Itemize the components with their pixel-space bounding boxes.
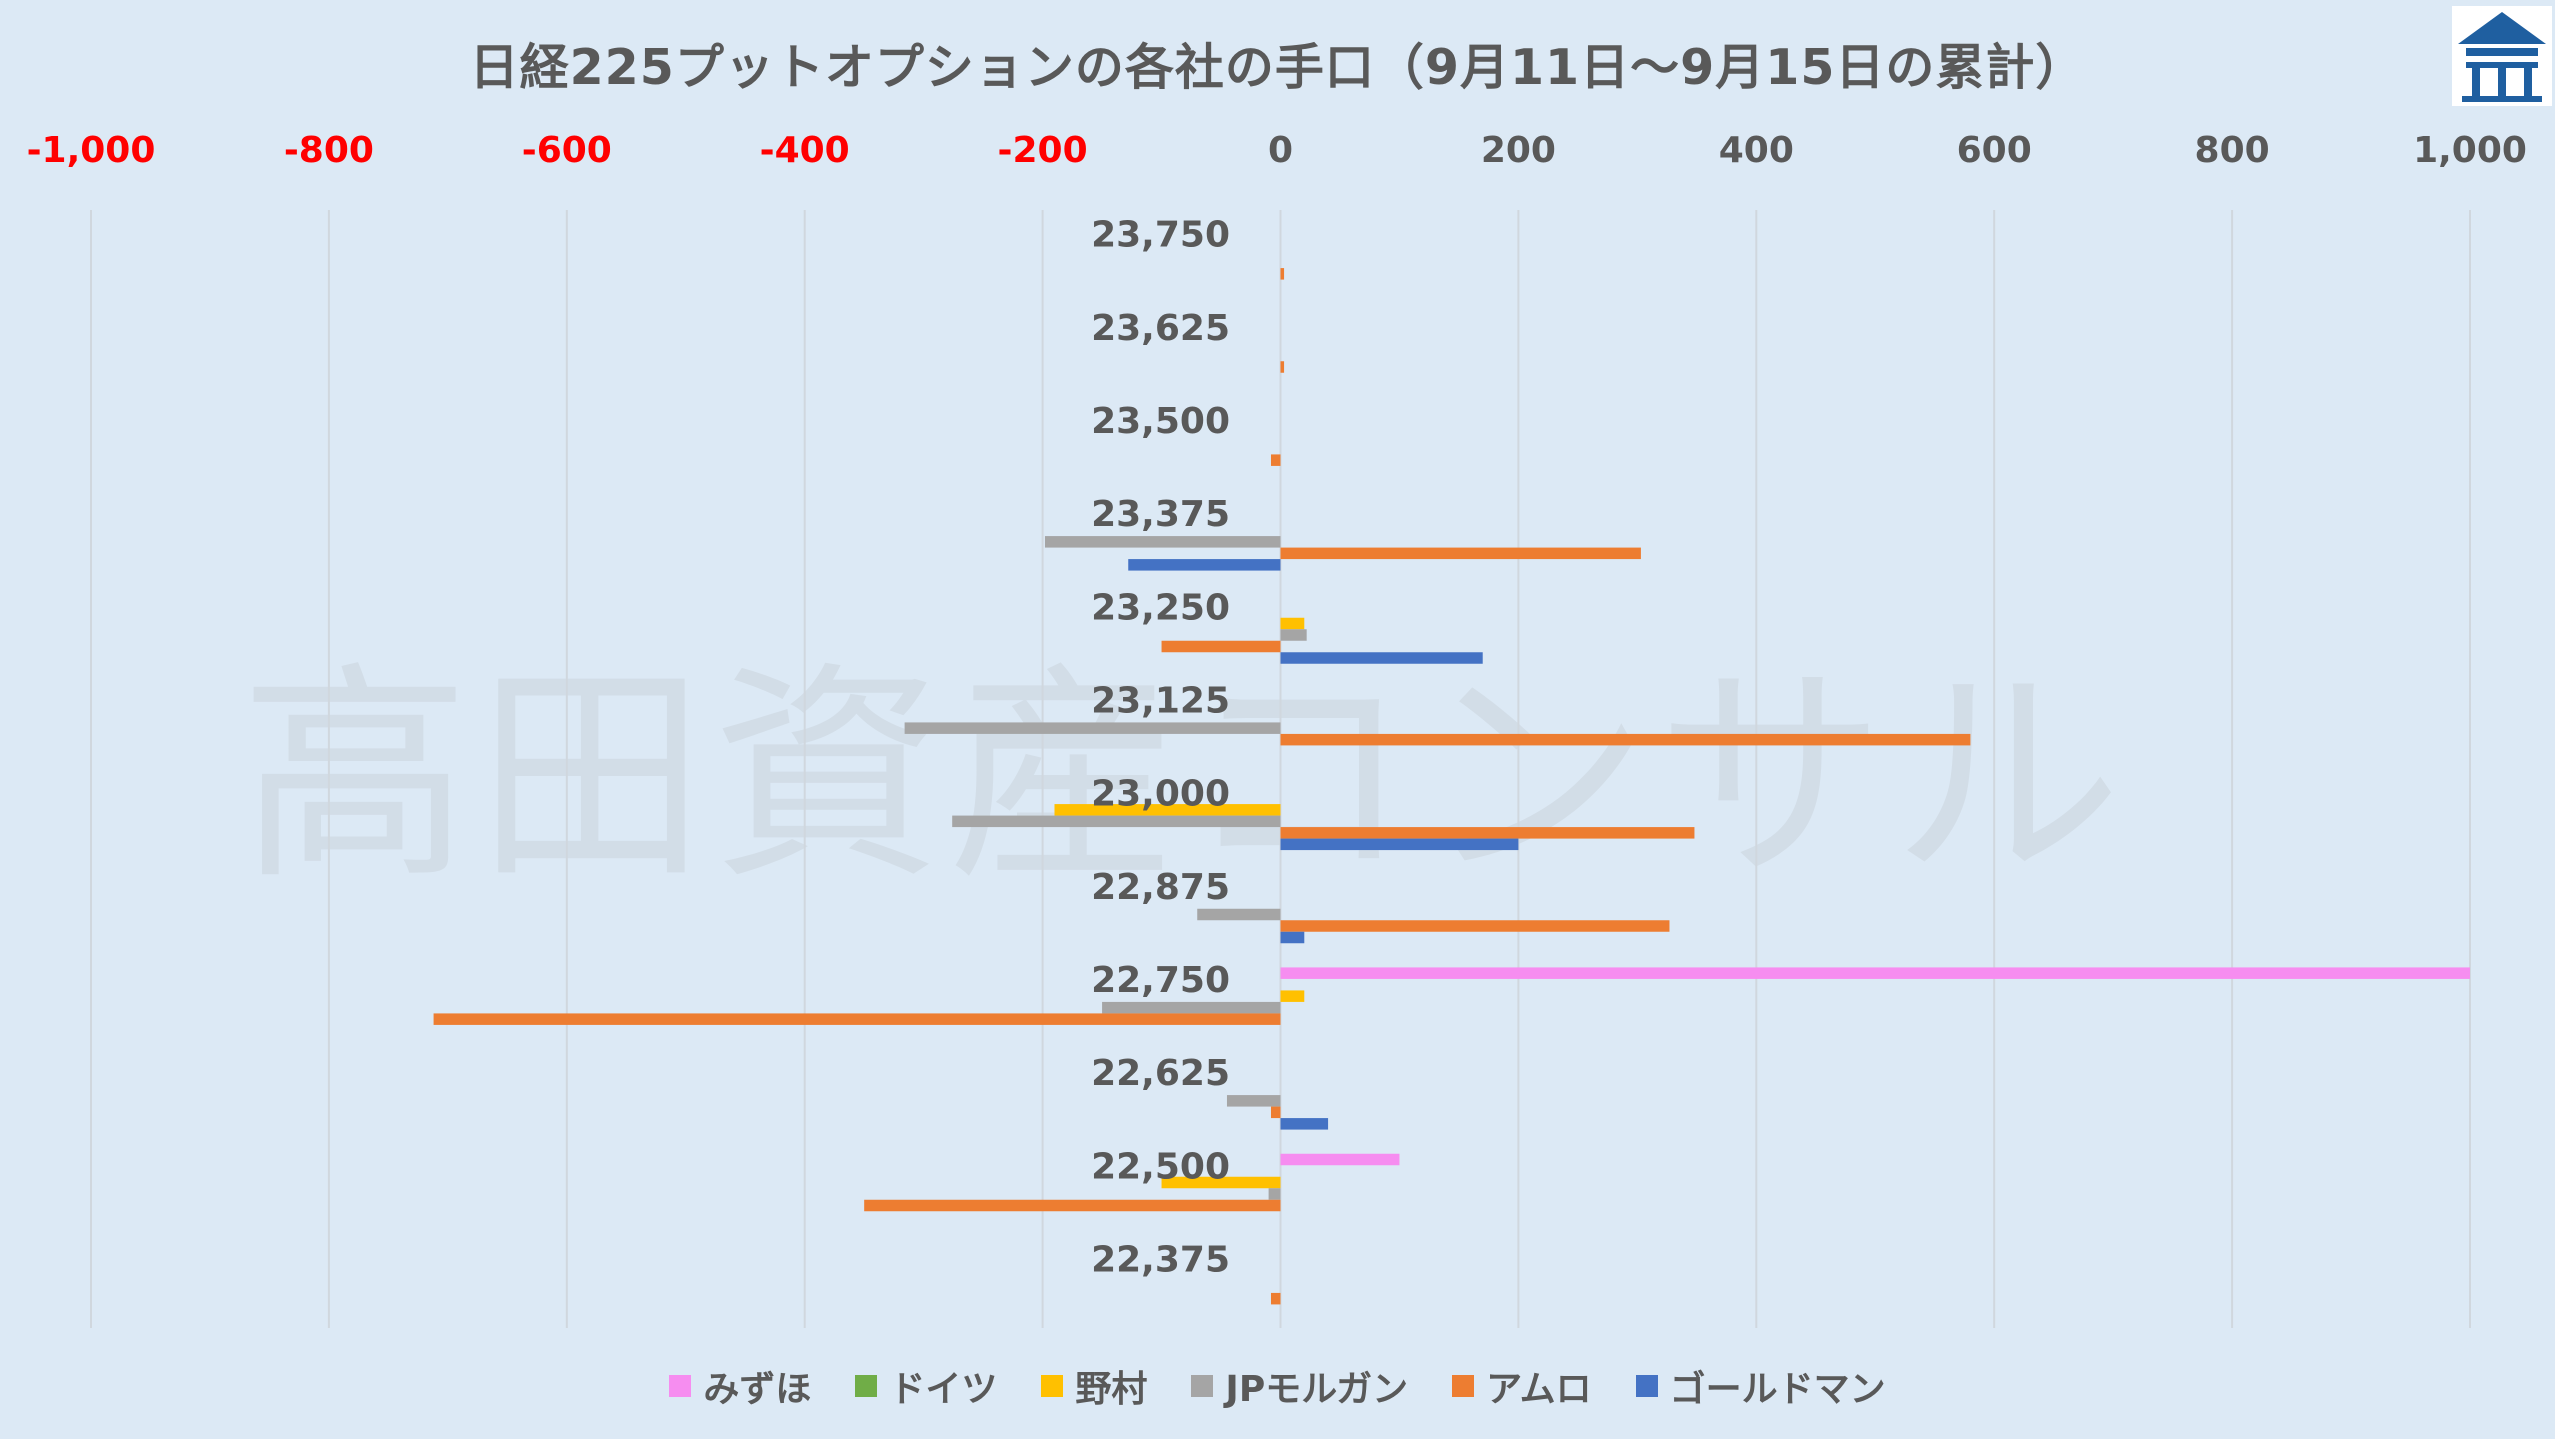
y-category-label: 22,500 [1091, 1146, 1230, 1187]
y-category-label: 22,625 [1091, 1053, 1230, 1094]
y-category-label: 22,750 [1091, 960, 1230, 1001]
bar-アムロ [1270, 1292, 1281, 1305]
bar-野村 [1161, 1176, 1281, 1189]
bar-アムロ [1270, 1106, 1281, 1119]
legend-label: アムロ [1486, 1369, 1592, 1410]
bar-アムロ [864, 1199, 1281, 1212]
bar-アムロ [1280, 827, 1695, 839]
x-tick-label: -1,000 [27, 130, 156, 171]
legend-item: 野村 [1041, 1360, 1147, 1412]
legend-label: ドイツ [889, 1369, 998, 1410]
legend-item: JPモルガン [1191, 1360, 1408, 1412]
y-category-label: 22,875 [1091, 867, 1230, 908]
bar-JPモルガン [1280, 629, 1307, 641]
x-tick-label: -200 [998, 130, 1088, 171]
legend-item: アムロ [1452, 1360, 1592, 1412]
x-tick-label: -600 [522, 130, 612, 171]
chart-title: 日経225プットオプションの各社の手口（9月11日～9月15日の累計） [469, 39, 2086, 96]
bar-みずほ [1280, 1153, 1400, 1166]
bar-アムロ [1161, 640, 1281, 653]
legend-item: ゴールドマン [1635, 1360, 1886, 1412]
chart-legend: みずほ ドイツ 野村 JPモルガン アムロ ゴールドマン [0, 1360, 2555, 1412]
y-category-label: 23,375 [1091, 494, 1230, 535]
bar-アムロ [1280, 547, 1641, 560]
legend-label: みずほ [703, 1369, 812, 1410]
legend-label: JPモルガン [1225, 1369, 1409, 1410]
x-tick-label: 800 [2195, 130, 2270, 171]
y-category-label: 23,250 [1091, 587, 1230, 628]
x-tick-label: 1,000 [2413, 130, 2527, 171]
bar-アムロ [1280, 920, 1670, 932]
bar-アムロ [1280, 361, 1285, 373]
bar-野村 [1054, 804, 1281, 816]
y-category-label: 23,125 [1091, 680, 1230, 721]
bar-JPモルガン [1268, 1188, 1281, 1200]
bar-アムロ [1280, 733, 1971, 746]
legend-swatch [1635, 1375, 1658, 1397]
legend-swatch [1452, 1375, 1475, 1397]
y-category-label: 23,500 [1091, 401, 1230, 442]
bar-ゴールドマン [1280, 931, 1305, 944]
bar-アムロ [1270, 454, 1281, 466]
bar-JPモルガン [952, 815, 1281, 828]
bar-JPモルガン [1197, 908, 1281, 921]
bar-野村 [1280, 990, 1305, 1002]
x-tick-label: 0 [1268, 130, 1293, 171]
legend-label: ゴールドマン [1669, 1369, 1886, 1410]
bar-JPモルガン [1044, 536, 1281, 548]
legend-item: みずほ [669, 1360, 811, 1412]
company-logo-icon [2452, 6, 2552, 106]
legend-swatch [1191, 1375, 1214, 1397]
bar-JPモルガン [1102, 1001, 1281, 1014]
x-tick-label: -400 [760, 130, 850, 171]
legend-swatch [855, 1375, 878, 1397]
bar-JPモルガン [1226, 1095, 1281, 1107]
bar-ゴールドマン [1128, 559, 1281, 571]
bar-野村 [1280, 617, 1305, 630]
bar-JPモルガン [904, 722, 1281, 734]
x-tick-label: 600 [1957, 130, 2032, 171]
bar-アムロ [433, 1013, 1281, 1025]
x-tick-label: 200 [1481, 130, 1556, 171]
y-category-label: 22,375 [1091, 1239, 1230, 1280]
bar-みずほ [1280, 967, 2470, 979]
y-category-label: 23,000 [1091, 774, 1230, 815]
y-category-label: 23,750 [1091, 215, 1230, 256]
legend-swatch [669, 1375, 692, 1397]
bar-ゴールドマン [1280, 1118, 1329, 1130]
bar-ゴールドマン [1280, 838, 1519, 851]
x-tick-label: -800 [284, 130, 374, 171]
x-tick-label: 400 [1719, 130, 1794, 171]
legend-swatch [1041, 1375, 1064, 1397]
legend-item: ドイツ [855, 1360, 997, 1412]
bar-アムロ [1280, 268, 1285, 280]
bar-ゴールドマン [1280, 652, 1483, 664]
y-category-label: 23,625 [1091, 308, 1230, 349]
legend-label: 野村 [1075, 1369, 1148, 1410]
